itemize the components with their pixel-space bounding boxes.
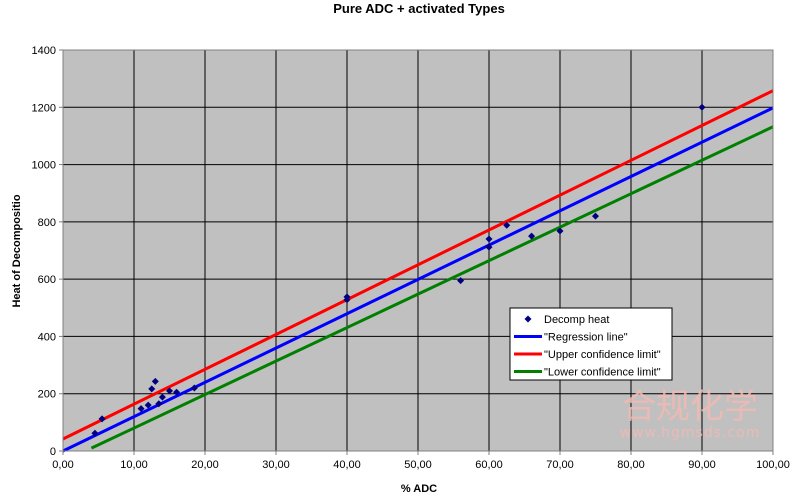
data-point	[144, 401, 152, 409]
data-point	[158, 393, 166, 401]
data-point	[343, 293, 351, 301]
legend-label: "Lower confidence limit"	[544, 367, 661, 379]
legend-label: "Regression line"	[544, 332, 628, 344]
y-axis-title: Heat of Decompositio	[11, 194, 23, 307]
x-tick-label: 10,00	[120, 459, 148, 471]
x-tick-label: 40,00	[333, 459, 361, 471]
data-point	[592, 212, 599, 220]
y-tick-label: 1000	[32, 160, 56, 172]
x-tick-label: 90,00	[688, 459, 716, 471]
data-point	[166, 387, 173, 395]
data-point	[190, 384, 198, 392]
y-tick-label: 200	[38, 389, 56, 401]
plot-area	[62, 49, 774, 453]
watermark-url: www.hgmsds.com	[620, 425, 761, 441]
data-point	[556, 227, 564, 235]
legend-box	[509, 307, 673, 381]
data-point	[148, 385, 156, 393]
x-tick-label: 100,00	[756, 459, 790, 471]
x-tick-label: 70,00	[546, 459, 574, 471]
x-tick-label: 50,00	[404, 459, 432, 471]
watermark-text: 合规化学	[622, 387, 758, 427]
y-tick-label: 800	[38, 217, 56, 229]
series-points	[91, 103, 706, 437]
legend-swatch	[524, 315, 532, 323]
y-tick-label: 400	[38, 331, 56, 343]
x-tick-label: 20,00	[191, 459, 219, 471]
series-line-regression-line	[62, 106, 774, 453]
data-point	[528, 232, 536, 240]
y-tick-label: 600	[38, 274, 56, 286]
y-tick-label: 1200	[32, 102, 56, 114]
y-tick-labels: 0 200 400 600 800 1000 1200 1400	[32, 45, 63, 458]
chart-title: Pure ADC + activated Types	[333, 1, 505, 16]
data-point	[91, 429, 99, 437]
data-point	[155, 400, 163, 408]
x-tick-label: 30,00	[262, 459, 290, 471]
series-lines	[62, 89, 774, 453]
legend-label: "Upper confidence limit"	[544, 349, 661, 361]
watermark: 合规化学 www.hgmsds.com	[620, 387, 761, 441]
x-axis-title: % ADC	[401, 483, 437, 495]
y-tick-label: 0	[50, 446, 56, 458]
x-tick-labels: 0,00 10,00 20,00 30,00 40,00 50,00 60,00 70,00 8…	[52, 451, 790, 471]
data-point	[457, 277, 465, 285]
legend-label: Decomp heat	[544, 314, 609, 326]
data-point	[173, 388, 181, 396]
data-point	[698, 103, 706, 111]
data-point	[503, 221, 511, 229]
series-line-upper-confidence-limit	[62, 89, 774, 441]
data-point	[485, 235, 493, 243]
data-point	[98, 415, 106, 423]
x-tick-label: 80,00	[617, 459, 645, 471]
data-point	[485, 243, 493, 251]
x-tick-label: 60,00	[475, 459, 503, 471]
data-point	[151, 377, 159, 385]
series-line-lower-confidence-limit	[90, 125, 774, 450]
legend: Decomp heat "Regression line" "Upper confi…	[509, 307, 673, 381]
data-point	[137, 405, 145, 413]
x-tick-label: 0,00	[52, 459, 73, 471]
y-tick-label: 1400	[32, 45, 56, 57]
